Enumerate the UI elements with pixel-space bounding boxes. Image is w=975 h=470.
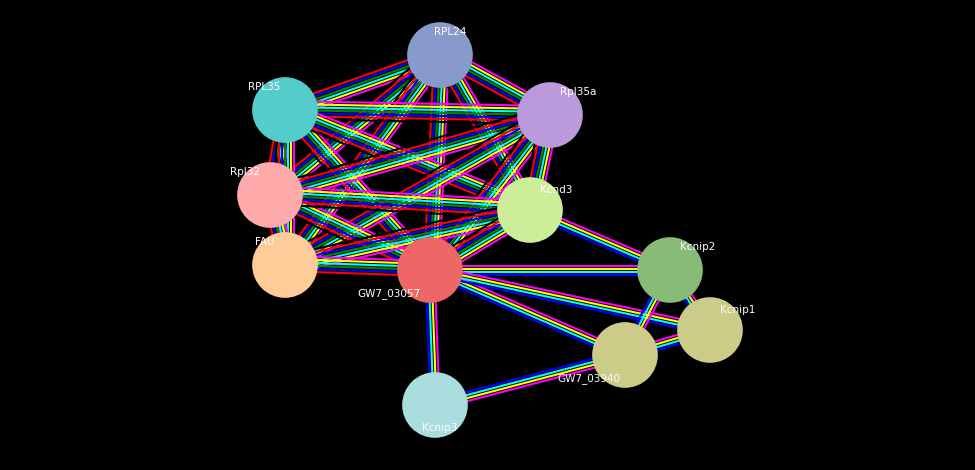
Circle shape: [403, 373, 467, 437]
Circle shape: [638, 238, 702, 302]
Text: GW7_03057: GW7_03057: [357, 288, 420, 299]
Circle shape: [593, 323, 657, 387]
Circle shape: [678, 298, 742, 362]
Text: GW7_03940: GW7_03940: [557, 373, 620, 384]
Circle shape: [238, 163, 302, 227]
Text: Rpl32: Rpl32: [230, 167, 260, 177]
Circle shape: [253, 233, 317, 297]
Circle shape: [518, 83, 582, 147]
Circle shape: [408, 23, 472, 87]
Text: Kcnip3: Kcnip3: [422, 423, 457, 433]
Text: Kcnip2: Kcnip2: [680, 242, 716, 252]
Circle shape: [398, 238, 462, 302]
Text: FAU: FAU: [255, 237, 275, 247]
Text: Rpl35a: Rpl35a: [560, 87, 597, 97]
Circle shape: [498, 178, 562, 242]
Circle shape: [253, 78, 317, 142]
Text: RPL35: RPL35: [248, 82, 280, 92]
Text: Kcnip1: Kcnip1: [720, 305, 756, 315]
Text: Kcnd3: Kcnd3: [540, 185, 572, 195]
Text: RPL24: RPL24: [434, 27, 466, 37]
